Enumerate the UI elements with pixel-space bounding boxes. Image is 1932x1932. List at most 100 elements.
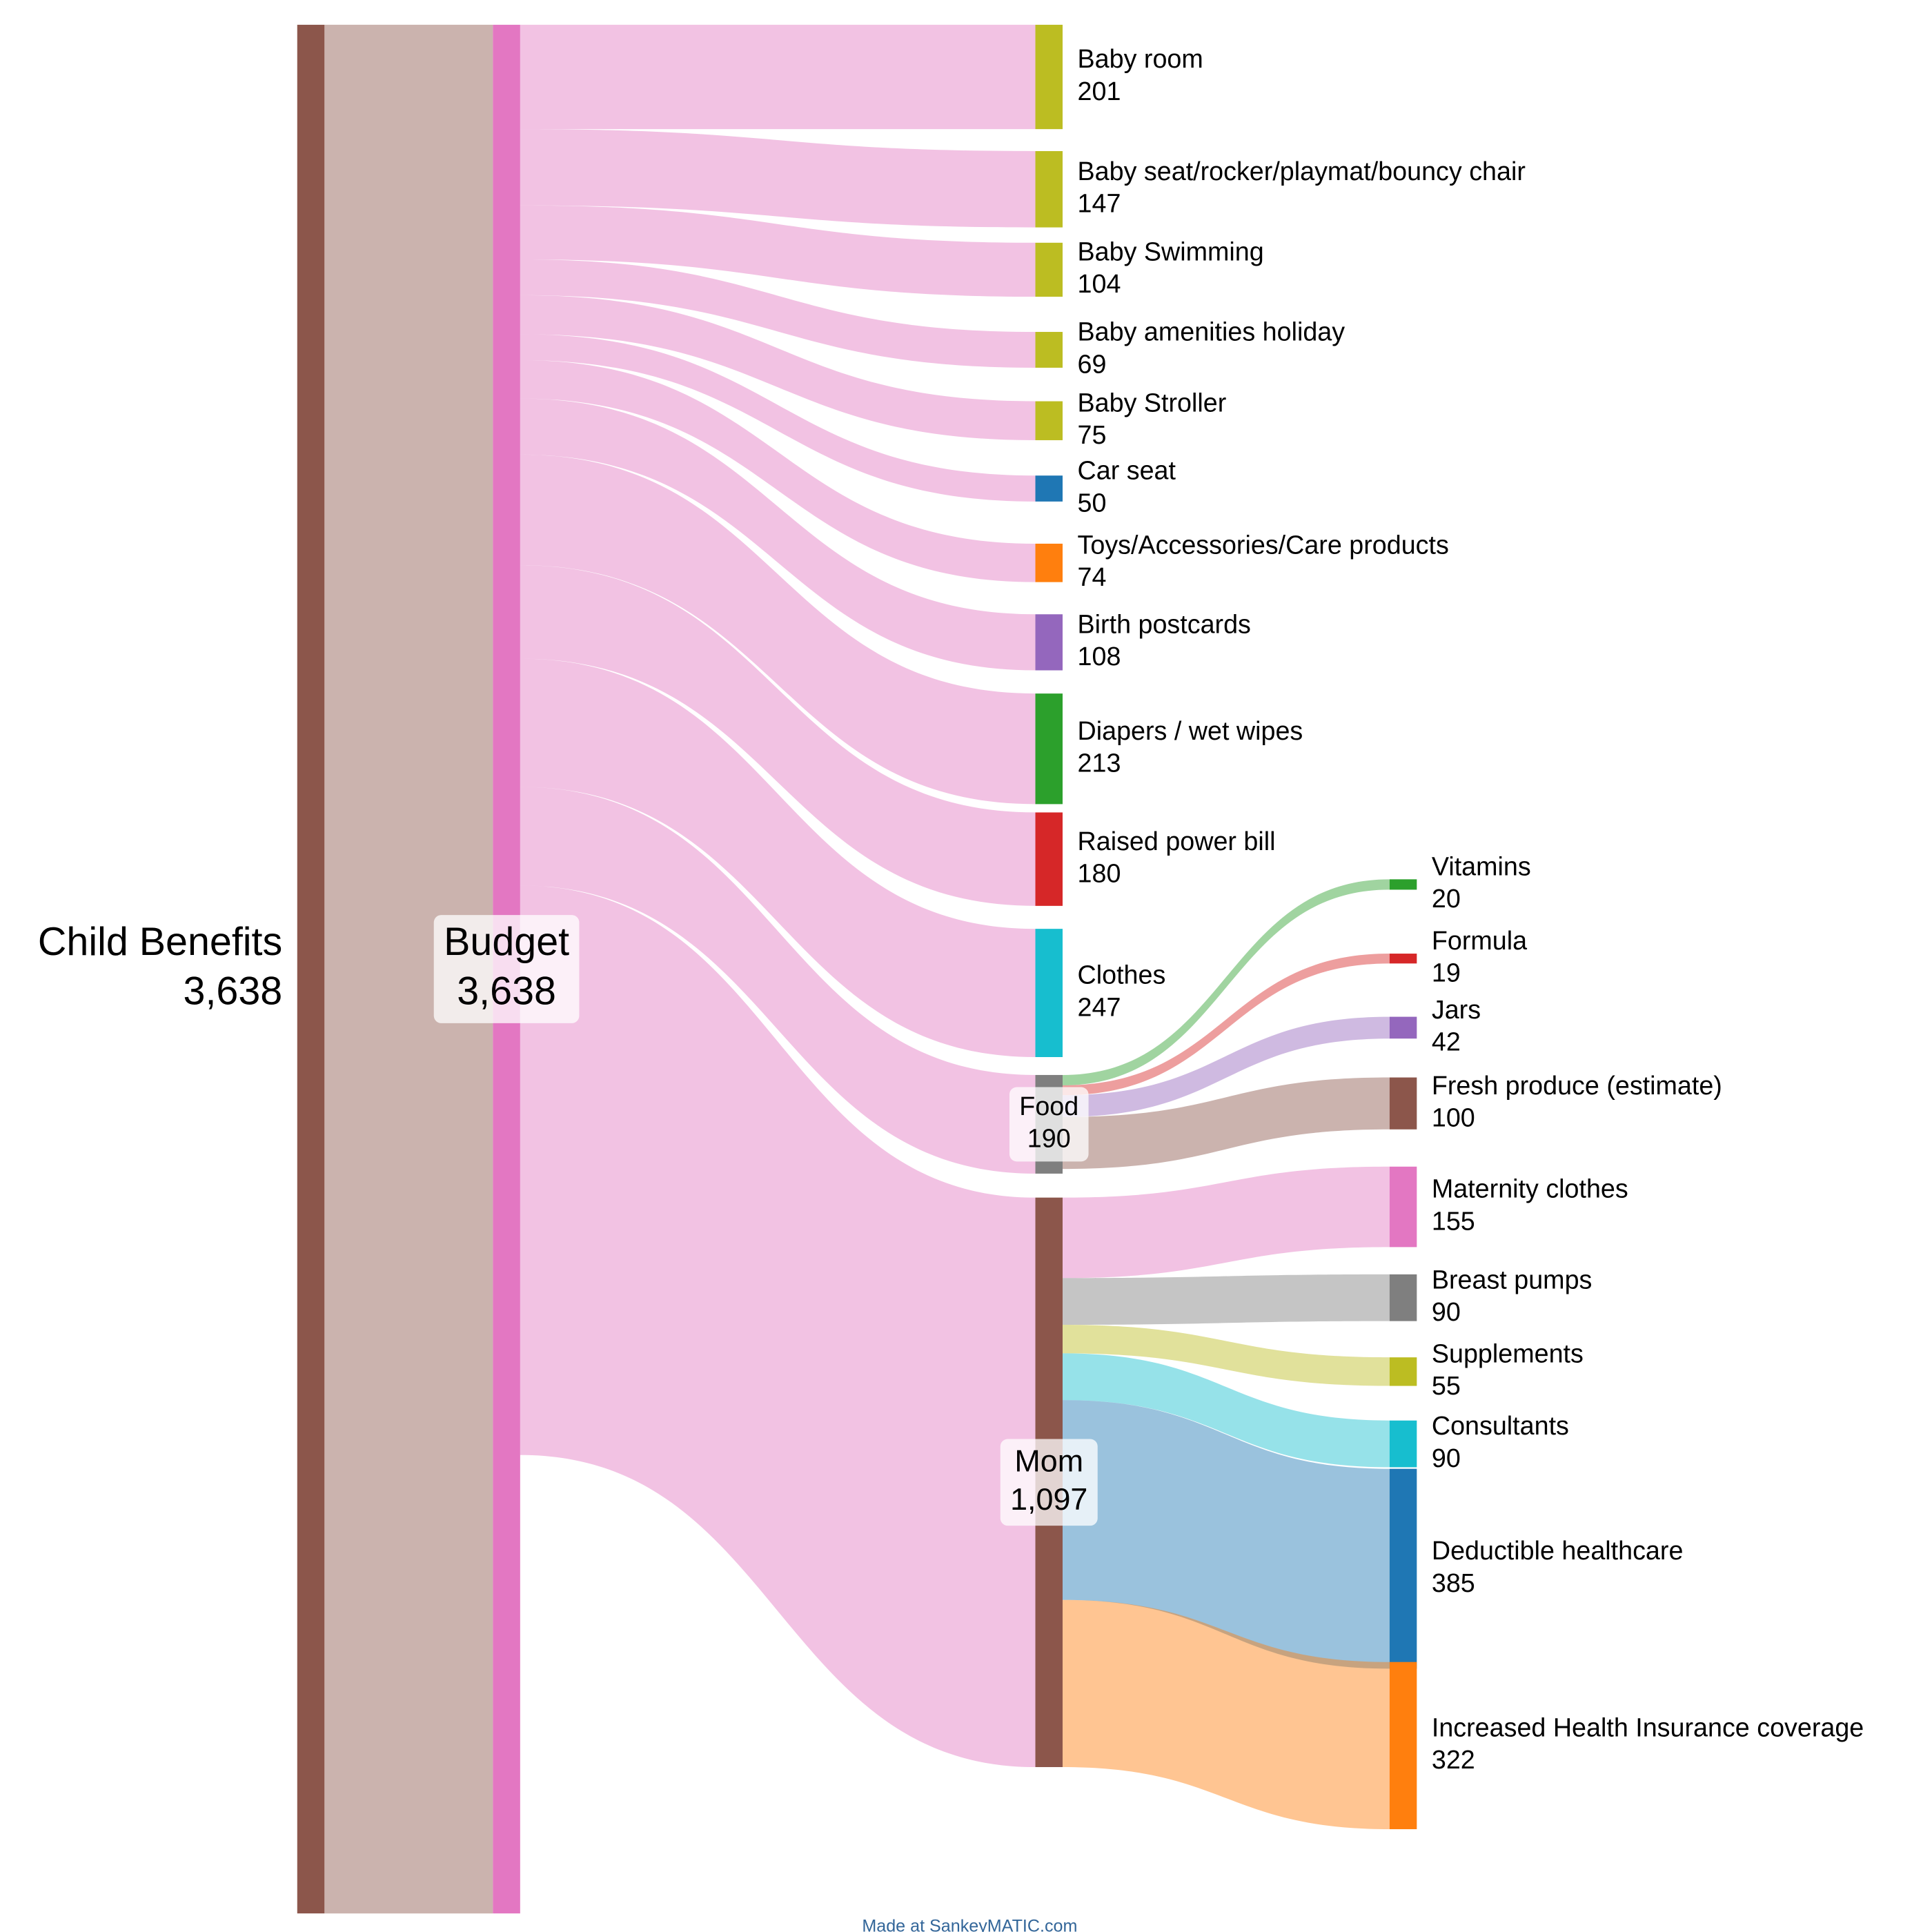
node-value: 90 xyxy=(1432,1297,1461,1326)
node-label: Diapers / wet wipes xyxy=(1078,716,1303,745)
node xyxy=(1389,879,1417,890)
link xyxy=(1063,1324,1390,1386)
link xyxy=(1063,1353,1390,1468)
node-label: Increased Health Insurance coverage xyxy=(1432,1713,1864,1742)
node-value: 75 xyxy=(1078,420,1107,449)
node-label: Formula xyxy=(1432,926,1527,955)
node-value: 385 xyxy=(1432,1568,1475,1597)
link xyxy=(520,129,1036,228)
node-value: 104 xyxy=(1078,269,1121,298)
link xyxy=(520,565,1036,906)
link xyxy=(1063,1077,1390,1170)
link xyxy=(520,24,1036,130)
node-value: 50 xyxy=(1078,488,1107,517)
node xyxy=(1389,1357,1417,1386)
node-label: Raised power bill xyxy=(1078,827,1276,856)
node-value: 3,638 xyxy=(184,969,283,1014)
link xyxy=(520,359,1036,582)
node-label: Birth postcards xyxy=(1078,610,1251,639)
node-label: Consultants xyxy=(1432,1411,1569,1440)
node-value: 180 xyxy=(1078,858,1121,887)
link xyxy=(1063,1166,1390,1279)
node-value: 147 xyxy=(1078,189,1121,218)
node-label: Baby Stroller xyxy=(1078,388,1227,417)
node xyxy=(1035,543,1063,582)
link xyxy=(520,259,1036,368)
node xyxy=(297,24,325,1914)
links xyxy=(324,24,1390,1914)
footer: Made at SankeyMATIC.com xyxy=(862,1916,1077,1932)
node xyxy=(1389,954,1417,964)
link xyxy=(520,398,1036,671)
node xyxy=(1035,929,1063,1057)
node-value: 19 xyxy=(1432,958,1461,987)
link xyxy=(1063,1016,1390,1117)
link xyxy=(1063,954,1390,1096)
node-value: 3,638 xyxy=(457,969,556,1013)
node-value: 1,097 xyxy=(1010,1481,1087,1517)
node-label: Toys/Accessories/Care products xyxy=(1078,530,1449,559)
link xyxy=(520,658,1036,1057)
node xyxy=(1035,401,1063,440)
node-label: Clothes xyxy=(1078,960,1166,989)
node-value: 190 xyxy=(1027,1124,1071,1153)
link xyxy=(1063,1274,1390,1325)
node-label: Mom xyxy=(1014,1443,1083,1478)
link xyxy=(1063,879,1390,1085)
node-label: Baby room xyxy=(1078,44,1203,73)
link xyxy=(1063,1599,1390,1829)
node-value: 247 xyxy=(1078,992,1121,1021)
link xyxy=(520,885,1036,1768)
node-value: 55 xyxy=(1432,1371,1461,1400)
node xyxy=(1035,24,1063,130)
node-value: 90 xyxy=(1432,1443,1461,1472)
label-background xyxy=(1000,1439,1098,1526)
node-value: 42 xyxy=(1432,1027,1461,1056)
link xyxy=(520,787,1036,1174)
node-value: 201 xyxy=(1078,77,1121,106)
node xyxy=(1389,1420,1417,1468)
node-value: 20 xyxy=(1432,884,1461,913)
node xyxy=(1389,1662,1417,1829)
node-label: Car seat xyxy=(1078,456,1176,485)
node xyxy=(1035,812,1063,906)
node-label: Child Benefits xyxy=(38,920,282,964)
node-label: Jars xyxy=(1432,995,1481,1024)
node-label: Food xyxy=(1019,1092,1078,1121)
node-value: 74 xyxy=(1078,562,1107,591)
node-value: 155 xyxy=(1432,1206,1475,1235)
link xyxy=(520,454,1036,805)
node-value: 322 xyxy=(1432,1745,1475,1774)
link xyxy=(324,24,493,1914)
labels: Child Benefits 3,638 Budget 3,638 Baby room 2… xyxy=(38,44,1864,1774)
node-label: Vitamins xyxy=(1432,852,1531,881)
node-label: Maternity clothes xyxy=(1432,1174,1628,1203)
label-background xyxy=(1009,1087,1089,1162)
node-label: Baby amenities holiday xyxy=(1078,317,1346,346)
node-label: Budget xyxy=(444,920,569,964)
node xyxy=(1389,1077,1417,1130)
node xyxy=(1035,475,1063,502)
node-label: Baby seat/rocker/playmat/bouncy chair xyxy=(1078,157,1526,186)
node-value: 100 xyxy=(1432,1103,1475,1132)
node-value: 108 xyxy=(1078,642,1121,671)
node-label: Breast pumps xyxy=(1432,1265,1593,1294)
node-value: 69 xyxy=(1078,349,1107,378)
node-label: Baby Swimming xyxy=(1078,237,1264,266)
node xyxy=(1035,693,1063,805)
node-label: Fresh produce (estimate) xyxy=(1432,1071,1722,1100)
node-label: Supplements xyxy=(1432,1339,1584,1368)
link xyxy=(520,334,1036,502)
node xyxy=(1389,1274,1417,1321)
node-label: Deductible healthcare xyxy=(1432,1536,1684,1565)
node xyxy=(1389,1016,1417,1039)
node xyxy=(1035,614,1063,671)
node xyxy=(1389,1468,1417,1669)
node xyxy=(1035,150,1063,228)
node-value: 213 xyxy=(1078,749,1121,778)
node xyxy=(1035,242,1063,297)
node xyxy=(1035,332,1063,368)
link xyxy=(520,205,1036,297)
